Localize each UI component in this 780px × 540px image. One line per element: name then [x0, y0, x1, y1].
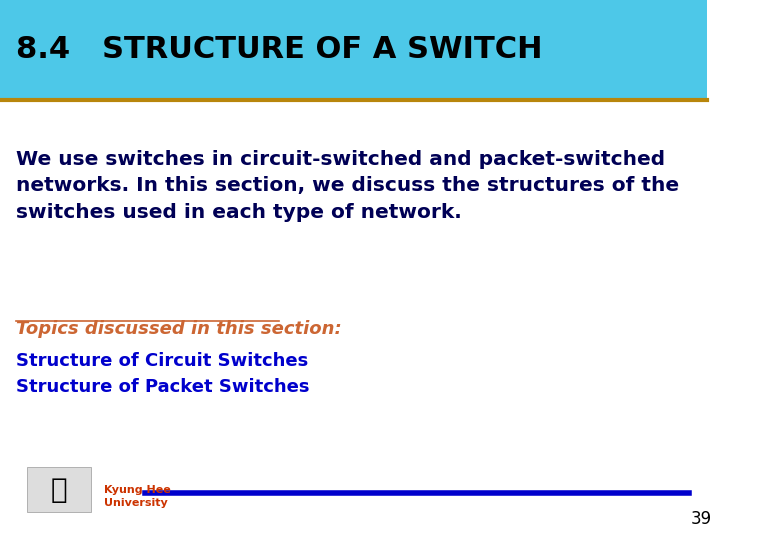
- Text: Structure of Circuit Switches: Structure of Circuit Switches: [16, 352, 309, 370]
- Text: Kyung Hee
University: Kyung Hee University: [105, 485, 171, 508]
- Text: 39: 39: [691, 510, 712, 528]
- FancyBboxPatch shape: [0, 0, 707, 100]
- Text: We use switches in circuit-switched and packet-switched
networks. In this sectio: We use switches in circuit-switched and …: [16, 150, 679, 222]
- Text: Structure of Packet Switches: Structure of Packet Switches: [16, 378, 310, 396]
- Text: Topics discussed in this section:: Topics discussed in this section:: [16, 320, 342, 338]
- FancyBboxPatch shape: [27, 467, 90, 512]
- Text: 🏛: 🏛: [51, 476, 67, 504]
- Text: 8.4   STRUCTURE OF A SWITCH: 8.4 STRUCTURE OF A SWITCH: [16, 36, 543, 64]
